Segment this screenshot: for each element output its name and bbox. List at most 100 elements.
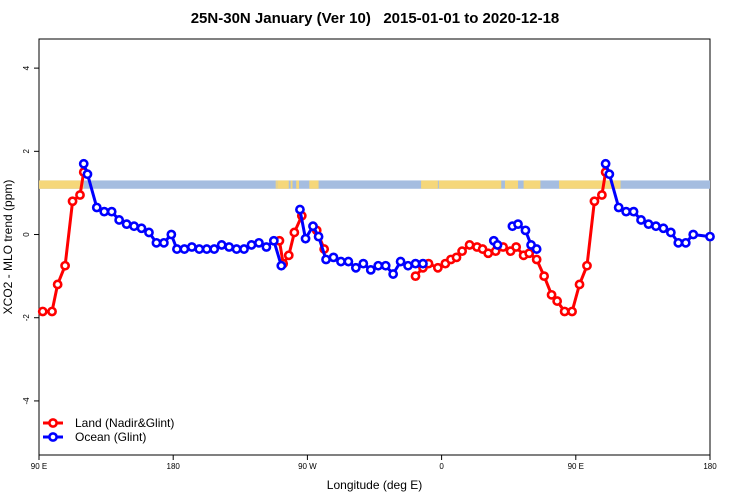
land-data-point xyxy=(574,279,585,290)
x-tick-label: 90 E xyxy=(31,462,47,471)
land-data-point xyxy=(67,196,78,207)
chart-title: 25N-30N January (Ver 10) 2015-01-01 to 2… xyxy=(190,10,560,27)
ocean-data-point xyxy=(209,244,220,254)
ocean-data-point xyxy=(78,158,89,169)
land-band-segment xyxy=(309,180,319,189)
ocean-data-point xyxy=(600,158,611,169)
land-data-point xyxy=(75,190,85,200)
ocean-data-point xyxy=(380,260,391,271)
ocean-band xyxy=(39,180,710,189)
ocean-data-point xyxy=(343,256,354,267)
y-axis-label: XCO2 - MLO trend (ppm) xyxy=(1,180,15,315)
ocean-data-point xyxy=(254,237,264,248)
ocean-data-point xyxy=(328,252,339,263)
ocean-data-point xyxy=(194,244,205,254)
ocean-data-point xyxy=(665,227,676,238)
ocean-data-point xyxy=(365,264,376,275)
land-data-point xyxy=(432,262,443,273)
land-data-point xyxy=(596,190,607,200)
ocean-data-point xyxy=(121,219,132,230)
legend-land-label: Land (Nadir&Glint) xyxy=(75,416,174,430)
ocean-data-point xyxy=(172,244,182,254)
ocean-data-point xyxy=(531,244,542,254)
ocean-data-point xyxy=(358,258,369,269)
y-tick-label: 0 xyxy=(22,232,31,237)
ocean-data-point xyxy=(313,231,324,242)
x-tick-label: 180 xyxy=(167,462,181,471)
ocean-data-point xyxy=(410,258,421,269)
land-band-segment xyxy=(559,180,621,189)
land-data-point xyxy=(52,279,63,290)
ocean-data-point xyxy=(300,233,311,244)
land-data-point xyxy=(283,250,294,261)
land-data-point xyxy=(524,248,535,259)
legend-ocean-marker xyxy=(48,432,58,442)
land-data-point xyxy=(451,252,462,263)
ocean-data-point xyxy=(520,225,531,236)
ocean-data-point xyxy=(651,221,661,232)
land-data-point xyxy=(546,289,557,300)
ocean-data-point xyxy=(144,227,154,238)
land-series-line xyxy=(414,171,608,313)
ocean-data-point xyxy=(604,169,615,180)
x-tick-label: 180 xyxy=(703,462,717,471)
ocean-data-point xyxy=(308,221,318,232)
x-tick-label: 90 E xyxy=(568,462,584,471)
land-data-point xyxy=(567,306,577,317)
ocean-data-point xyxy=(239,244,249,254)
ocean-data-point xyxy=(158,237,169,248)
ocean-data-point xyxy=(261,242,272,252)
ocean-data-point xyxy=(643,219,654,230)
land-data-point xyxy=(289,227,300,238)
ocean-data-point xyxy=(403,260,413,271)
x-axis-label: Longitude (deg E) xyxy=(327,478,422,492)
ocean-data-point xyxy=(179,244,190,254)
land-data-point xyxy=(47,306,57,317)
ocean-data-point xyxy=(151,237,162,248)
ocean-data-point xyxy=(166,229,177,240)
ocean-data-point xyxy=(321,254,331,265)
land-data-point xyxy=(531,254,542,265)
y-tick-label: 4 xyxy=(22,65,31,70)
plot-frame xyxy=(38,38,711,456)
ocean-data-point xyxy=(395,256,406,267)
ocean-data-point xyxy=(688,229,699,240)
land-band-segment xyxy=(421,180,438,189)
ocean-data-point xyxy=(673,237,684,248)
ocean-data-point xyxy=(628,206,639,217)
land-band-segment xyxy=(504,180,519,189)
ocean-data-point xyxy=(82,169,93,180)
land-band-segment xyxy=(277,180,289,189)
ocean-data-point xyxy=(201,244,212,254)
ocean-data-point xyxy=(129,221,139,232)
ocean-data-point xyxy=(513,219,523,230)
x-tick-label: 90 W xyxy=(298,462,317,471)
land-data-point xyxy=(410,271,421,282)
ocean-data-point xyxy=(186,242,197,252)
land-data-point xyxy=(539,271,550,282)
ocean-data-point xyxy=(658,223,669,234)
land-band-segment xyxy=(523,180,541,189)
ocean-data-point xyxy=(276,260,287,271)
y-tick-label: -4 xyxy=(22,397,31,405)
land-data-point xyxy=(552,296,563,306)
ocean-data-point xyxy=(492,240,503,250)
land-data-point xyxy=(511,242,522,252)
ocean-data-point xyxy=(224,242,235,252)
ocean-data-point xyxy=(216,240,227,250)
ocean-data-point xyxy=(373,260,384,271)
ocean-data-point xyxy=(106,206,117,217)
y-tick-label: -2 xyxy=(22,314,31,322)
land-band-segment xyxy=(290,180,293,189)
ocean-data-point xyxy=(295,204,305,215)
ocean-data-point xyxy=(99,206,110,217)
land-ocean-mask-band xyxy=(39,180,710,189)
ocean-data-point xyxy=(136,223,147,234)
ocean-data-point xyxy=(231,244,242,254)
axes: 90 E 180 90 W 0 90 E 180 -4 -2 0 2 4 xyxy=(22,65,717,471)
land-data-point xyxy=(483,248,494,259)
ocean-data-point xyxy=(636,215,646,225)
land-data-point xyxy=(589,196,600,207)
land-band-segment xyxy=(39,180,84,189)
